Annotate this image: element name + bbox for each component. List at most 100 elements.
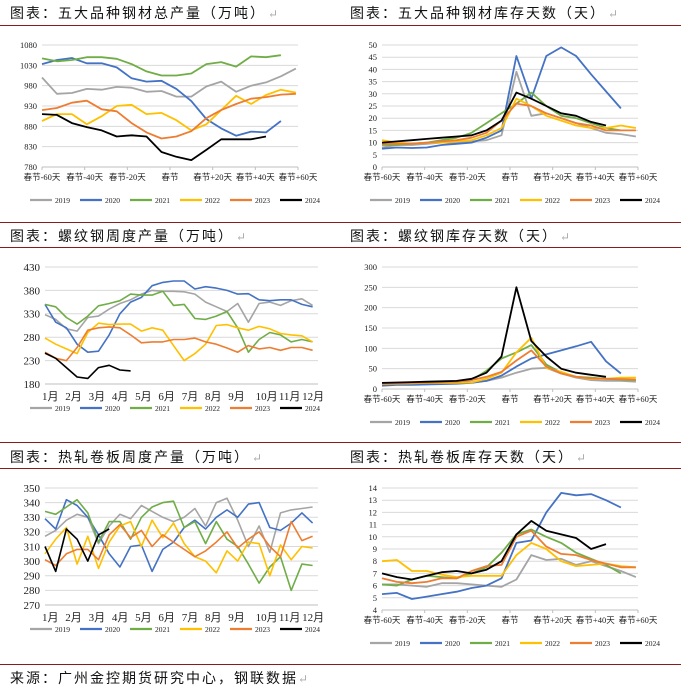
x-tick-label: 春节+60天 — [279, 172, 318, 182]
divider — [0, 25, 681, 26]
chart-panel-hrc-inventory-days: 图表：热轧卷板库存天数（天） 4567891011121314春节-60天春节-… — [340, 442, 680, 664]
legend-label: 2023 — [595, 196, 610, 205]
legend-label: 2022 — [205, 196, 220, 205]
legend-label: 2020 — [445, 196, 460, 205]
x-tick-label: 2月 — [65, 391, 82, 403]
x-tick-label: 4月 — [112, 612, 129, 624]
y-tick-label: 4 — [373, 605, 378, 615]
y-tick-label: 780 — [24, 162, 37, 172]
series-line-2019 — [382, 554, 637, 588]
x-tick-label: 春节 — [501, 615, 519, 625]
x-tick-label: 春节+40天 — [576, 615, 615, 625]
chart-total-inventory-days: 0 5 10 15 20 25 30 35 40 45 50 春节-60天 春节-40天 春节-20天 春节… — [364, 40, 661, 205]
legend-label: 2022 — [545, 418, 560, 427]
legend-label: 2024 — [305, 404, 320, 413]
x-tick-label: 春节+60天 — [619, 172, 658, 182]
chart-rebar-inventory-days: 0 50 100 150 200 250 300 春节-60天 春节-40天 春节-20天 春节 春节… — [364, 262, 661, 427]
y-tick-label: 300 — [364, 262, 377, 272]
x-tick-label: 春节+40天 — [576, 394, 615, 404]
chart-title: 图表：五大品种钢材总产量（万吨） — [10, 3, 280, 23]
series-line-2020 — [381, 340, 622, 387]
x-tick-label: 春节-60天 — [364, 394, 401, 404]
y-tick-label: 100 — [364, 343, 377, 353]
x-tick-label: 2月 — [65, 612, 82, 624]
divider — [0, 442, 681, 443]
x-tick-label: 春节-20天 — [109, 172, 146, 182]
x-tick-label: 7月 — [182, 391, 199, 403]
x-tick-label: 春节-40天 — [406, 615, 443, 625]
x-tick-label: 春节+20天 — [533, 394, 572, 404]
legend-label: 2022 — [545, 639, 560, 648]
x-tick-label: 12月 — [302, 612, 324, 624]
series-line-2023 — [41, 92, 296, 140]
y-tick-label: 7 — [373, 568, 377, 578]
x-tick-label: 春节 — [161, 172, 179, 182]
y-tick-label: 25 — [369, 101, 378, 111]
series-line-2023 — [382, 102, 636, 145]
series-line-2021 — [41, 54, 282, 77]
y-tick-label: 10 — [369, 532, 378, 542]
legend-label: 2019 — [55, 196, 70, 205]
y-tick-label: 180 — [24, 379, 41, 391]
x-tick-label: 1月 — [42, 612, 59, 624]
x-tick-label: 春节+40天 — [236, 172, 275, 182]
series-line-2022 — [41, 88, 297, 132]
y-tick-label: 430 — [24, 262, 41, 274]
y-tick-label: 320 — [24, 527, 41, 539]
legend-label: 2022 — [545, 196, 560, 205]
series-line-2019 — [44, 289, 314, 332]
series-line-2023 — [44, 326, 313, 362]
y-tick-label: 880 — [24, 121, 37, 131]
y-tick-label: 45 — [369, 52, 378, 62]
y-tick-label: 270 — [24, 600, 41, 612]
x-tick-label: 7月 — [182, 612, 199, 624]
series-line-2024 — [381, 286, 607, 384]
legend-label: 2020 — [105, 404, 120, 413]
legend-label: 2023 — [595, 639, 610, 648]
x-tick-label: 春节 — [501, 394, 519, 404]
x-tick-label: 12月 — [302, 391, 324, 403]
y-tick-label: 1030 — [20, 60, 37, 70]
legend-label: 2022 — [205, 625, 220, 634]
chart-panel-total-output: 图表：五大品种钢材总产量（万吨） 780 830 880 930 980 1030 1080… — [0, 0, 340, 220]
series-line-2023 — [381, 529, 636, 585]
x-tick-label: 3月 — [89, 612, 106, 624]
x-tick-label: 3月 — [89, 391, 106, 403]
x-tick-label: 5月 — [135, 612, 152, 624]
x-tick-label: 春节 — [501, 172, 519, 182]
legend-label: 2021 — [155, 196, 170, 205]
legend-label: 2021 — [495, 639, 510, 648]
y-tick-label: 290 — [24, 571, 41, 583]
series-line-2024 — [44, 528, 110, 573]
chart-panel-total-inventory-days: 图表：五大品种钢材库存天数（天） 0 5 10 15 20 25 30 35 40 45 50 春节-… — [340, 0, 680, 220]
legend-label: 2019 — [55, 404, 70, 413]
legend-label: 2019 — [395, 639, 410, 648]
x-tick-label: 9月 — [228, 612, 245, 624]
x-tick-label: 春节-20天 — [449, 172, 486, 182]
y-tick-label: 0 — [373, 384, 377, 394]
legend-label: 2019 — [55, 625, 70, 634]
chart-panel-hrc-output: 图表：热轧卷板周度产量（万吨） 270 280 290 300 310 320 330 340… — [0, 442, 340, 664]
legend-label: 2024 — [305, 196, 320, 205]
x-tick-label: 春节-40天 — [406, 394, 443, 404]
y-tick-label: 250 — [364, 282, 377, 292]
x-tick-label: 4月 — [112, 391, 129, 403]
y-tick-label: 980 — [24, 81, 37, 91]
x-tick-label: 春节+60天 — [619, 394, 658, 404]
legend-label: 2024 — [305, 625, 320, 634]
legend-label: 2020 — [105, 196, 120, 205]
x-tick-label: 春节+20天 — [533, 172, 572, 182]
series-line-2024 — [381, 520, 607, 581]
chart-title: 图表：热轧卷板周度产量（万吨） — [10, 447, 264, 467]
series-line-2021 — [44, 290, 313, 353]
legend-label: 2021 — [155, 404, 170, 413]
y-tick-label: 12 — [369, 507, 378, 517]
y-tick-label: 6 — [373, 581, 377, 591]
x-tick-label: 春节+20天 — [533, 615, 572, 625]
y-tick-label: 280 — [24, 585, 41, 597]
source-note: 来源：广州金控期货研究中心，钢联数据 — [10, 668, 310, 688]
x-tick-label: 春节-40天 — [406, 172, 443, 182]
x-tick-label: 春节+40天 — [576, 172, 615, 182]
y-tick-label: 14 — [369, 483, 378, 493]
y-tick-label: 15 — [369, 125, 378, 135]
